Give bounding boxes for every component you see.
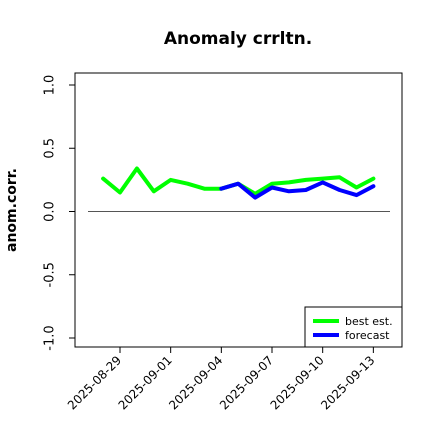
plot-frame <box>74 72 403 348</box>
legend-box <box>304 306 403 348</box>
y-tick-label: -1.0 <box>43 325 58 350</box>
x-tick-label: 2025-09-13 <box>318 353 377 412</box>
y-tick-label: 1.0 <box>43 75 58 96</box>
y-tick-label: 0.5 <box>43 138 58 159</box>
y-axis: -1.0 -0.5 0.0 0.5 1.0 <box>43 75 75 351</box>
x-axis: 2025-08-292025-09-012025-09-042025-09-07… <box>65 347 377 412</box>
series-line-best-est <box>101 166 376 196</box>
legend: best est. forecast <box>304 306 403 348</box>
y-tick-label: -0.5 <box>43 262 58 287</box>
series-layer <box>101 166 376 200</box>
chart-title: Anomaly crrltn. <box>164 29 312 49</box>
legend-label-forecast: forecast <box>345 329 390 342</box>
y-tick-label: 0.0 <box>43 201 58 222</box>
y-axis-label: anom.corr. <box>4 168 20 252</box>
legend-label-best-est: best est. <box>345 315 393 328</box>
series-line-forecast <box>219 180 376 200</box>
